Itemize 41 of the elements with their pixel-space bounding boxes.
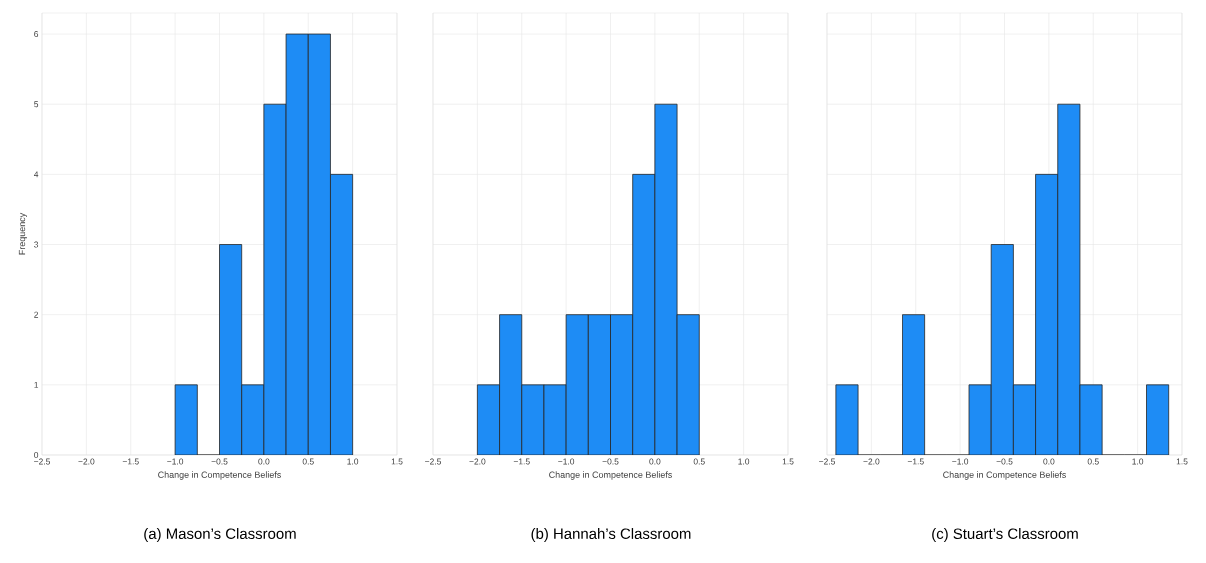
x-axis-title: Change in Competence Beliefs <box>943 471 1066 480</box>
x-tick-label: 1.0 <box>1132 458 1144 465</box>
x-tick-label: 1.5 <box>1176 458 1188 465</box>
y-tick-label: 0 <box>34 452 39 458</box>
x-tick-label: 0.0 <box>649 458 661 465</box>
x-tick-label: −0.5 <box>602 458 619 465</box>
x-tick-label: 1.0 <box>738 458 750 465</box>
x-tick-label: 0.5 <box>693 458 705 465</box>
y-tick-label: 3 <box>34 241 39 248</box>
y-tick-label: 4 <box>33 171 39 178</box>
x-tick-label: −2.0 <box>78 458 95 465</box>
y-tick-label: 1 <box>34 381 39 388</box>
x-tick-label: −1.5 <box>122 458 139 465</box>
x-tick-label: 0.5 <box>302 458 314 465</box>
text: (c) Stuart’s Classroom <box>932 528 1078 542</box>
x-tick-label: −1.5 <box>907 458 924 465</box>
y-tick-label: 6 <box>34 31 39 38</box>
x-tick-label: 0.0 <box>258 458 270 465</box>
y-tick-label: 2 <box>34 311 39 318</box>
x-axis-title: Change in Competence Beliefs <box>158 471 281 480</box>
y-axis-title: Frequency <box>18 212 27 255</box>
x-tick-label: −2.0 <box>469 458 486 465</box>
x-tick-label: −2.5 <box>425 458 442 465</box>
x-tick-label: −1.0 <box>167 458 184 465</box>
x-tick-label: −2.5 <box>819 458 836 465</box>
text: (a) Mason’s Classroom <box>144 528 296 542</box>
x-tick-label: 0.0 <box>1043 458 1055 465</box>
x-tick-label: 1.0 <box>347 458 359 465</box>
x-tick-label: −1.5 <box>513 458 530 465</box>
x-tick-label: −1.0 <box>952 458 969 465</box>
x-tick-label: −0.5 <box>996 458 1013 465</box>
x-tick-label: −2.5 <box>34 458 51 465</box>
x-tick-label: −2.0 <box>863 458 880 465</box>
x-tick-label: −1.0 <box>558 458 575 465</box>
x-axis-title: Change in Competence Beliefs <box>549 471 672 480</box>
x-tick-label: 1.5 <box>391 458 403 465</box>
x-tick-label: −0.5 <box>211 458 228 465</box>
text: (b) Hannah’s Classroom <box>531 528 691 542</box>
y-tick-label: 5 <box>34 101 39 108</box>
x-tick-label: 0.5 <box>1087 458 1099 465</box>
x-tick-label: 1.5 <box>782 458 794 465</box>
